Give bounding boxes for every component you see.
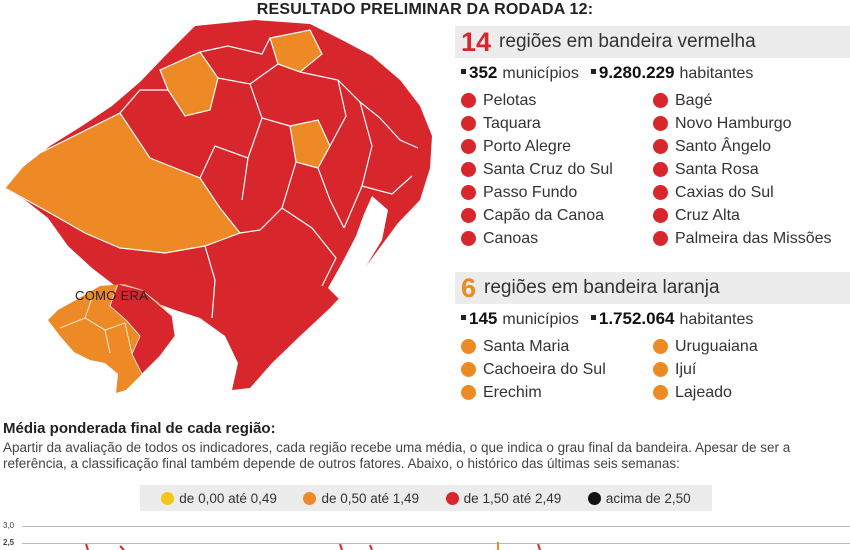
rs-map-svg: [5, 20, 432, 393]
region-item: Novo Hamburgo: [653, 113, 850, 134]
axis-gridline-mid: [22, 543, 850, 544]
chart-mark: [339, 543, 343, 550]
red-habitantes-label: habitantes: [679, 65, 754, 82]
red-habitantes-stat: 9.280.229 habitantes: [590, 63, 754, 83]
red-flag-panel: 14 regiões em bandeira vermelha 352 muni…: [455, 26, 850, 249]
orange-municipios-stat: 145 municípios: [461, 309, 579, 329]
region-item: Palmeira das Missões: [653, 228, 850, 249]
chart-mark: [537, 543, 541, 550]
axis-gridline-top: [22, 526, 850, 527]
red-dot-icon: [461, 208, 476, 223]
region-item: Lajeado: [653, 382, 850, 403]
orange-habitantes-stat: 1.752.064 habitantes: [590, 309, 754, 329]
orange-dot-icon: [303, 491, 317, 505]
bullet-square-icon: [590, 69, 596, 74]
red-dot-icon: [461, 185, 476, 200]
chart-mark: [119, 545, 125, 550]
legend-item: acima de 2,50: [587, 491, 691, 506]
red-dot-icon: [461, 93, 476, 108]
red-dot-icon: [461, 139, 476, 154]
red-dot-icon: [653, 208, 668, 223]
red-dot-icon: [653, 93, 668, 108]
red-dot-icon: [653, 116, 668, 131]
region-item: Santo Ângelo: [653, 136, 850, 157]
region-item: Bagé: [653, 90, 850, 111]
red-municipios-label: municípios: [502, 65, 579, 82]
red-region-count: 14: [461, 26, 492, 57]
region-item: Cachoeira do Sul: [461, 359, 653, 380]
axis-label-mid: 2,5: [3, 538, 15, 547]
red-habitantes-num: 9.280.229: [598, 63, 675, 82]
orange-dot-icon: [653, 385, 668, 400]
orange-habitantes-num: 1.752.064: [598, 309, 675, 328]
red-municipios-stat: 352 municípios: [461, 63, 579, 83]
red-dot-icon: [653, 185, 668, 200]
orange-region-list: Santa Maria Uruguaiana Cachoeira do Sul …: [455, 336, 850, 403]
region-item: Porto Alegre: [461, 136, 653, 157]
red-dot-icon: [445, 491, 459, 505]
red-panel-label: regiões em bandeira vermelha: [499, 31, 756, 52]
region-item: Santa Maria: [461, 336, 653, 357]
orange-habitantes-label: habitantes: [679, 311, 754, 328]
axis-label-top: 3,0: [3, 521, 15, 530]
yellow-dot-icon: [161, 491, 175, 505]
orange-dot-icon: [461, 362, 476, 377]
region-item: Caxias do Sul: [653, 182, 850, 203]
red-panel-header: 14 regiões em bandeira vermelha: [455, 26, 850, 58]
red-dot-icon: [653, 231, 668, 246]
region-item: Canoas: [461, 228, 653, 249]
legend-item: de 0,00 até 0,49: [161, 491, 277, 506]
media-title: Média ponderada final de cada região:: [3, 420, 276, 437]
red-region-list: Pelotas Bagé Taquara Novo Hamburgo Porto…: [455, 90, 850, 249]
legend-item: de 1,50 até 2,49: [445, 491, 561, 506]
orange-region-count: 6: [461, 272, 477, 303]
region-item: Uruguaiana: [653, 336, 850, 357]
region-item: Santa Cruz do Sul: [461, 159, 653, 180]
red-municipios-num: 352: [469, 63, 498, 82]
chart-mark: [85, 543, 89, 550]
red-dot-icon: [461, 162, 476, 177]
page-title: RESULTADO PRELIMINAR DA RODADA 12:: [256, 1, 594, 18]
red-dot-icon: [461, 116, 476, 131]
red-dot-icon: [653, 139, 668, 154]
chart-mark: [369, 544, 373, 550]
region-item: Ijuí: [653, 359, 850, 380]
orange-dot-icon: [461, 339, 476, 354]
orange-dot-icon: [653, 362, 668, 377]
black-dot-icon: [587, 491, 601, 505]
chart-marks-partial: [85, 542, 541, 550]
region-item: Passo Fundo: [461, 182, 653, 203]
lagoon-shape: [328, 196, 388, 300]
media-description: Apartir da avaliação de todos os indicad…: [3, 440, 791, 471]
region-item: Pelotas: [461, 90, 653, 111]
orange-dot-icon: [653, 339, 668, 354]
inset-label: COMO ERA: [75, 288, 149, 303]
orange-municipios-num: 145: [469, 309, 498, 328]
region-item: Taquara: [461, 113, 653, 134]
red-dot-icon: [653, 162, 668, 177]
orange-dot-icon: [461, 385, 476, 400]
rs-map: COMO ERA: [0, 18, 445, 418]
region-item: Santa Rosa: [653, 159, 850, 180]
orange-municipios-label: municípios: [502, 311, 579, 328]
orange-panel-label: regiões em bandeira laranja: [484, 277, 720, 298]
bullet-square-icon: [461, 315, 466, 320]
region-item: Capão da Canoa: [461, 205, 653, 226]
orange-stats: 145 municípios 1.752.064 habitantes: [455, 309, 850, 331]
region-item: Erechim: [461, 382, 653, 403]
bullet-square-icon: [461, 69, 466, 74]
region-item: Cruz Alta: [653, 205, 850, 226]
score-legend: de 0,00 até 0,49 de 0,50 até 1,49 de 1,5…: [140, 485, 712, 511]
legend-item: de 0,50 até 1,49: [303, 491, 419, 506]
orange-panel-header: 6 regiões em bandeira laranja: [455, 272, 850, 304]
orange-flag-panel: 6 regiões em bandeira laranja 145 municí…: [455, 272, 850, 403]
bullet-square-icon: [590, 315, 596, 320]
red-dot-icon: [461, 231, 476, 246]
red-stats: 352 municípios 9.280.229 habitantes: [455, 63, 850, 85]
